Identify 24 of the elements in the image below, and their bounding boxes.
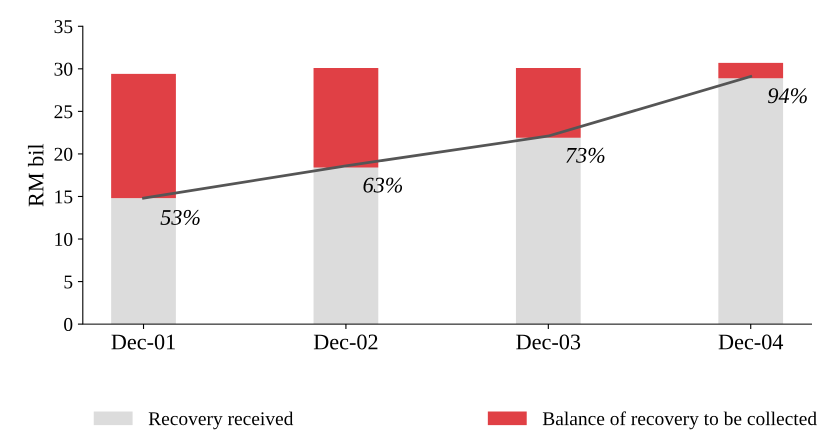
line-series: [142, 75, 752, 200]
bar: [314, 68, 378, 168]
y-tick-label: 5: [64, 276, 72, 289]
x-tick-label: Dec-04: [718, 334, 784, 350]
y-tick-label: 35: [54, 20, 72, 34]
legend-label: Balance of recovery to be collected: [542, 411, 817, 430]
annotation: 53%: [160, 210, 200, 225]
bar: [718, 62, 784, 78]
x-tick-label: Dec-03: [516, 334, 580, 350]
y-tick-label: 30: [54, 62, 72, 76]
y-axis-title: RM bil: [28, 144, 44, 206]
x-tick-label: Dec-02: [314, 334, 378, 350]
y-tick-label: 10: [55, 232, 72, 246]
bar: [111, 74, 176, 198]
bar: [516, 68, 581, 138]
y-tick-label: 0: [64, 318, 72, 332]
annotation: 94%: [768, 88, 807, 104]
annotation: 63%: [363, 178, 402, 193]
y-tick-label: 15: [55, 190, 72, 204]
annotation: 73%: [566, 148, 604, 163]
legend-label: Recovery received: [148, 412, 294, 430]
y-tick-label: 25: [54, 105, 72, 118]
x-tick-label: Dec-01: [111, 334, 175, 350]
y-tick-label: 20: [54, 148, 72, 161]
